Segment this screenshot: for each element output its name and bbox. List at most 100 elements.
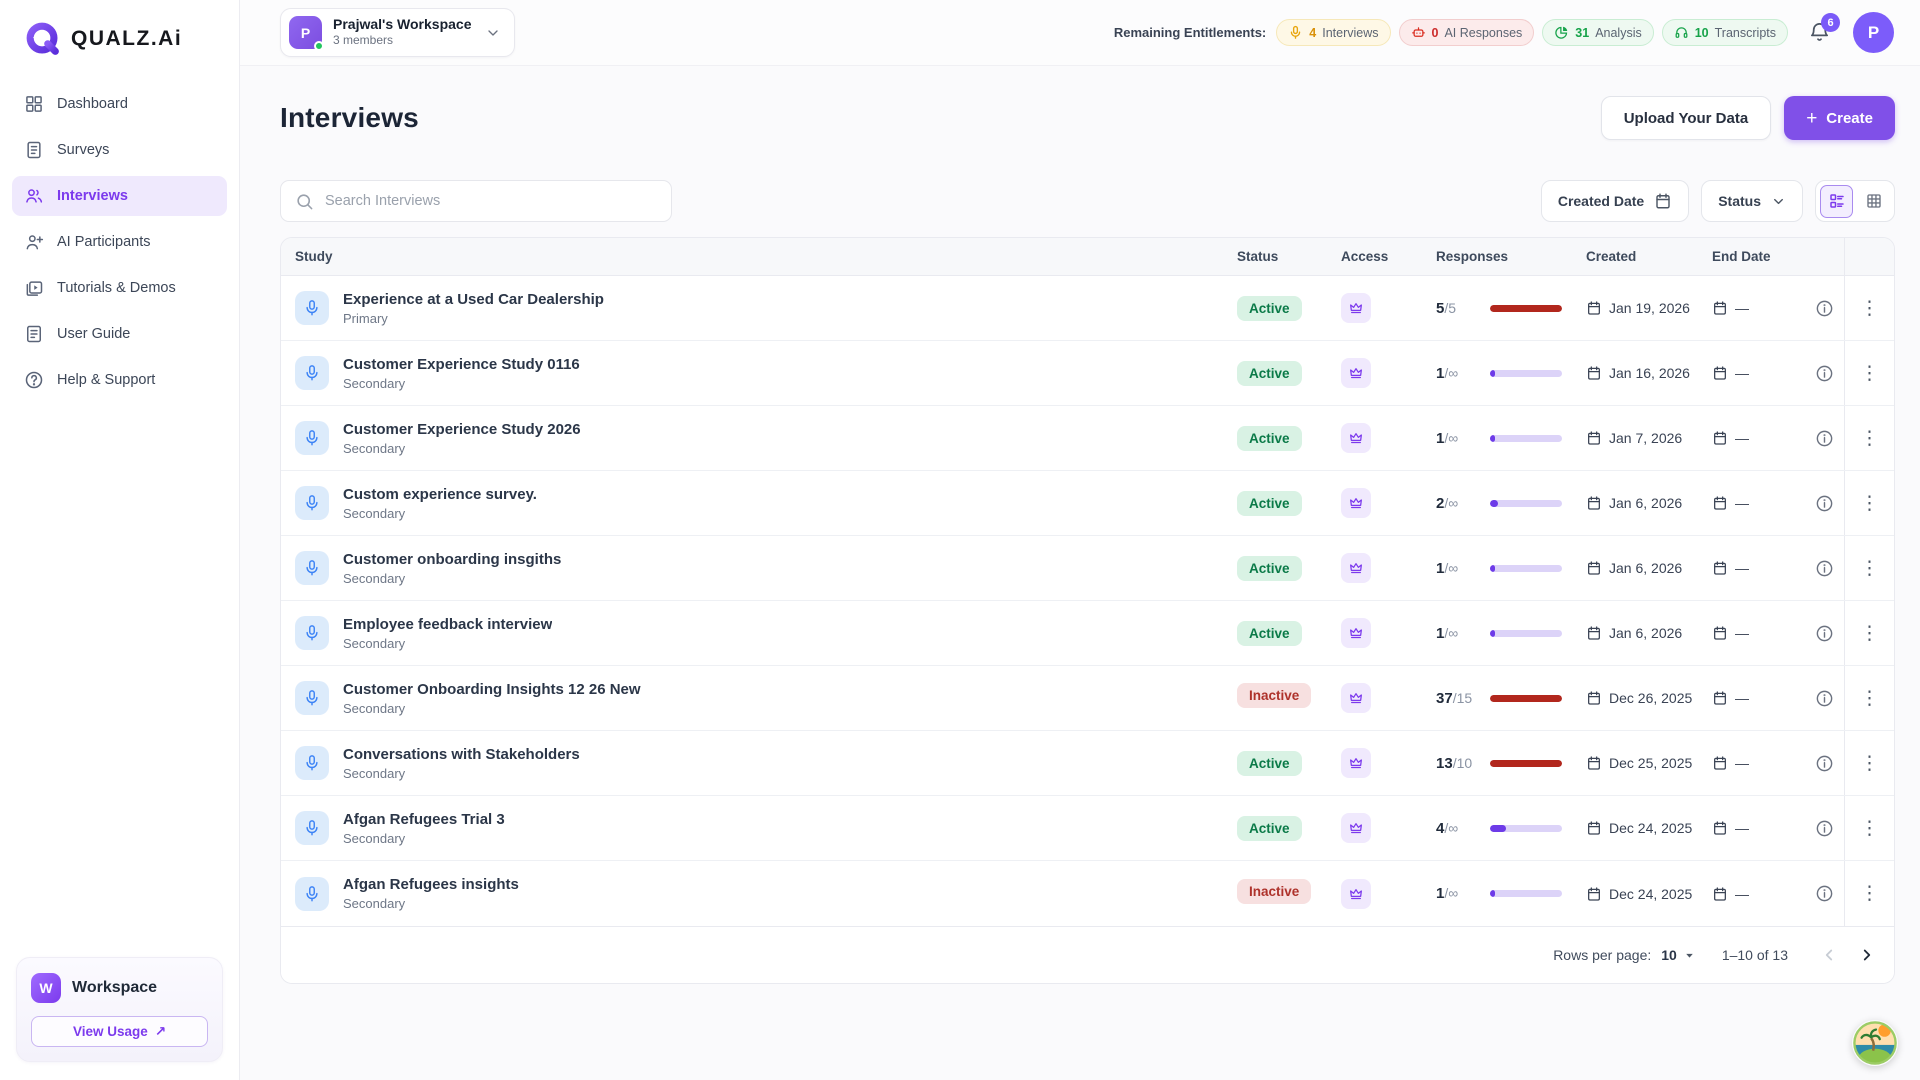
- previous-page-button[interactable]: [1820, 946, 1838, 964]
- row-menu-button[interactable]: ⋮: [1854, 880, 1885, 907]
- table-row[interactable]: Customer Onboarding Insights 12 26 New S…: [281, 666, 1894, 731]
- crown-icon[interactable]: [1341, 879, 1371, 909]
- study-title[interactable]: Experience at a Used Car Dealership: [343, 291, 604, 308]
- table-row[interactable]: Conversations with Stakeholders Secondar…: [281, 731, 1894, 796]
- info-icon[interactable]: [1815, 429, 1834, 448]
- table-row[interactable]: Experience at a Used Car Dealership Prim…: [281, 276, 1894, 341]
- study-subtitle: Secondary: [343, 896, 519, 911]
- table-row[interactable]: Customer Experience Study 2026 Secondary…: [281, 406, 1894, 471]
- calendar-icon: [1712, 625, 1728, 641]
- created-date: Dec 24, 2025: [1570, 820, 1696, 836]
- created-date-filter[interactable]: Created Date: [1541, 180, 1689, 222]
- notifications-button[interactable]: 6: [1808, 21, 1831, 44]
- study-title[interactable]: Afgan Refugees Trial 3: [343, 811, 505, 828]
- info-icon[interactable]: [1815, 689, 1834, 708]
- search-box: [280, 180, 672, 222]
- crown-icon[interactable]: [1341, 488, 1371, 518]
- row-menu-button[interactable]: ⋮: [1854, 425, 1885, 452]
- info-icon[interactable]: [1815, 819, 1834, 838]
- interviews-table: Study Status Access Responses Created En…: [280, 237, 1895, 984]
- sidebar-item-label: Dashboard: [57, 96, 128, 112]
- calendar-icon: [1586, 625, 1602, 641]
- sidebar-item-dashboard[interactable]: Dashboard: [12, 84, 227, 124]
- row-menu-button[interactable]: ⋮: [1854, 555, 1885, 582]
- table-row[interactable]: Customer Experience Study 0116 Secondary…: [281, 341, 1894, 406]
- tropical-island-widget[interactable]: [1852, 1020, 1898, 1066]
- created-date: Jan 6, 2026: [1570, 495, 1696, 511]
- info-icon[interactable]: [1815, 559, 1834, 578]
- study-title[interactable]: Employee feedback interview: [343, 616, 552, 633]
- row-menu-button[interactable]: ⋮: [1854, 750, 1885, 777]
- info-icon[interactable]: [1815, 494, 1834, 513]
- row-menu-button[interactable]: ⋮: [1854, 685, 1885, 712]
- crown-icon[interactable]: [1341, 553, 1371, 583]
- table-row[interactable]: Afgan Refugees insights Secondary Inacti…: [281, 861, 1894, 926]
- sidebar-item-user-guide[interactable]: User Guide: [12, 314, 227, 354]
- sidebar-item-surveys[interactable]: Surveys: [12, 130, 227, 170]
- create-button[interactable]: + Create: [1784, 96, 1895, 140]
- column-header-responses: Responses: [1420, 249, 1570, 264]
- column-header-end-date: End Date: [1696, 249, 1804, 264]
- table-pagination: Rows per page: 10 1–10 of 13: [281, 926, 1894, 983]
- crown-icon[interactable]: [1341, 293, 1371, 323]
- study-title[interactable]: Customer Onboarding Insights 12 26 New: [343, 681, 641, 698]
- crown-icon[interactable]: [1341, 813, 1371, 843]
- row-menu-button[interactable]: ⋮: [1854, 815, 1885, 842]
- workspace-selector[interactable]: P Prajwal's Workspace 3 members: [280, 8, 515, 57]
- row-menu-button[interactable]: ⋮: [1854, 620, 1885, 647]
- sidebar-item-interviews[interactable]: Interviews: [12, 176, 227, 216]
- crown-icon[interactable]: [1341, 683, 1371, 713]
- upload-your-data-button[interactable]: Upload Your Data: [1601, 96, 1771, 140]
- study-title[interactable]: Customer Experience Study 0116: [343, 356, 580, 373]
- crown-icon[interactable]: [1341, 423, 1371, 453]
- brand-logo[interactable]: QUALZ.Ai: [0, 0, 239, 74]
- search-input[interactable]: [325, 193, 657, 209]
- user-avatar[interactable]: P: [1853, 12, 1894, 53]
- crown-icon[interactable]: [1341, 748, 1371, 778]
- sidebar-item-help-support[interactable]: Help & Support: [12, 360, 227, 400]
- study-title[interactable]: Custom experience survey.: [343, 486, 537, 503]
- end-date: —: [1696, 886, 1804, 902]
- column-header-status: Status: [1221, 249, 1325, 264]
- rows-per-page-select[interactable]: 10: [1661, 947, 1696, 963]
- end-date: —: [1696, 560, 1804, 576]
- table-row[interactable]: Custom experience survey. Secondary Acti…: [281, 471, 1894, 536]
- external-link-icon: ↗: [155, 1024, 166, 1040]
- info-icon[interactable]: [1815, 624, 1834, 643]
- status-badge: Active: [1237, 361, 1302, 386]
- end-date: —: [1696, 300, 1804, 316]
- page-title: Interviews: [280, 102, 419, 134]
- created-date: Jan 19, 2026: [1570, 300, 1696, 316]
- status-filter[interactable]: Status: [1701, 180, 1803, 222]
- calendar-icon: [1586, 820, 1602, 836]
- table-row[interactable]: Customer onboarding insgiths Secondary A…: [281, 536, 1894, 601]
- row-menu-button[interactable]: ⋮: [1854, 360, 1885, 387]
- view-usage-button[interactable]: View Usage ↗: [31, 1016, 208, 1047]
- status-badge: Inactive: [1237, 683, 1311, 708]
- row-menu-button[interactable]: ⋮: [1854, 490, 1885, 517]
- crown-icon[interactable]: [1341, 358, 1371, 388]
- row-menu-button[interactable]: ⋮: [1854, 295, 1885, 322]
- info-icon[interactable]: [1815, 364, 1834, 383]
- study-title[interactable]: Customer onboarding insgiths: [343, 551, 561, 568]
- status-badge: Active: [1237, 296, 1302, 321]
- study-subtitle: Secondary: [343, 441, 581, 456]
- column-header-created: Created: [1570, 249, 1696, 264]
- crown-icon[interactable]: [1341, 618, 1371, 648]
- study-title[interactable]: Customer Experience Study 2026: [343, 421, 581, 438]
- study-title[interactable]: Afgan Refugees insights: [343, 876, 519, 893]
- sidebar-menu: Dashboard Surveys Interviews AI Particip…: [0, 74, 239, 410]
- study-title[interactable]: Conversations with Stakeholders: [343, 746, 580, 763]
- info-icon[interactable]: [1815, 754, 1834, 773]
- sidebar-item-ai-participants[interactable]: AI Participants: [12, 222, 227, 262]
- table-row[interactable]: Employee feedback interview Secondary Ac…: [281, 601, 1894, 666]
- created-date: Dec 25, 2025: [1570, 755, 1696, 771]
- table-row[interactable]: Afgan Refugees Trial 3 Secondary Active …: [281, 796, 1894, 861]
- info-icon[interactable]: [1815, 299, 1834, 318]
- next-page-button[interactable]: [1858, 946, 1876, 964]
- list-view-button[interactable]: [1820, 185, 1853, 218]
- robot-icon: [1411, 25, 1426, 40]
- sidebar-item-tutorials-demos[interactable]: Tutorials & Demos: [12, 268, 227, 308]
- grid-view-button[interactable]: [1857, 185, 1890, 218]
- info-icon[interactable]: [1815, 884, 1834, 903]
